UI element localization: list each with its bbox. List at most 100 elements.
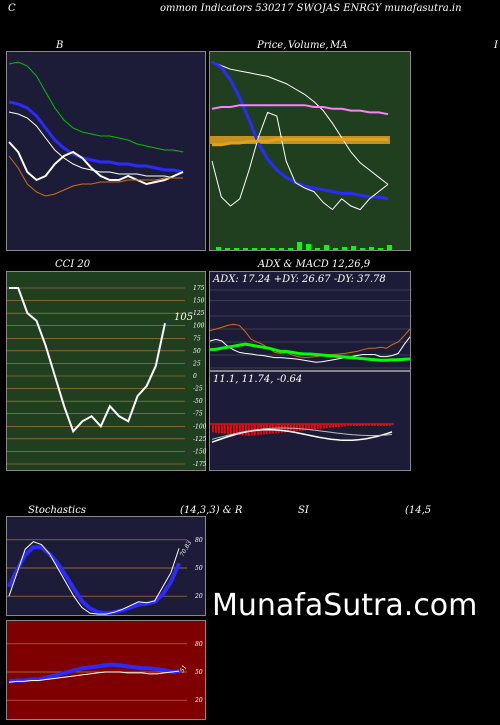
macd-histogram-bar	[332, 424, 334, 428]
macd-histogram-bar	[329, 424, 331, 428]
price-ma-line	[211, 60, 389, 201]
cci-tick-label: 75	[193, 335, 201, 342]
price-mid-ma-line	[212, 137, 388, 147]
macd-histogram-bar	[335, 424, 337, 428]
rsi-tick-label: 80	[195, 641, 203, 648]
cci-tick-label: -150	[193, 448, 207, 455]
rsi-value-label: 51	[179, 664, 189, 674]
volume-bar	[261, 248, 266, 250]
volume-bar	[324, 245, 329, 250]
header-letter: C	[8, 3, 16, 14]
bollinger-panel	[6, 51, 206, 251]
macd-histogram-bar	[212, 424, 214, 433]
volume-bar	[234, 248, 239, 250]
bollinger-chart	[8, 61, 184, 197]
stochastics-chart: 80 50 20 70.83	[7, 537, 203, 616]
stochastics-panel: 80 50 20 70.83	[6, 516, 206, 616]
adx-readout: ADX: 17.24 +DY: 26.67 -DY: 37.78	[213, 274, 386, 285]
macd-histogram-bar	[359, 424, 361, 426]
price-upper-ma-line	[211, 61, 389, 185]
cci-tick-label: 0	[193, 373, 197, 380]
volume-bar	[270, 248, 275, 250]
macd-histogram-bar	[245, 424, 247, 436]
cci-line	[9, 287, 166, 434]
macd-histogram-bar	[323, 424, 325, 429]
cci-tick-label: 100	[193, 323, 205, 330]
adx-plus-dy-line	[210, 336, 411, 363]
volume-bar	[216, 247, 221, 250]
volume-title: Volume,	[288, 40, 329, 51]
cci-tick-label: -25	[193, 386, 203, 393]
macd-histogram-bar	[248, 424, 250, 436]
rsi-panel: 80 50 20 51	[6, 620, 206, 720]
price-title: Price,	[257, 40, 287, 51]
macd-histogram-bar	[221, 424, 223, 434]
macd-histogram-bar	[269, 424, 271, 434]
macd-histogram-bar	[227, 424, 229, 434]
macd-histogram-bar	[293, 424, 295, 432]
macd-histogram-bar	[326, 424, 328, 429]
watermark: MunafaSutra.com	[212, 588, 478, 623]
stochastics-tick-label: 80	[195, 537, 203, 544]
macd-histogram-bar	[311, 424, 313, 430]
volume-bar	[225, 248, 230, 250]
adx-minus-dy-line	[210, 323, 411, 359]
adx-line	[210, 342, 411, 362]
adx-panel	[209, 271, 412, 371]
adx-chart	[210, 289, 412, 369]
volume-bar	[342, 247, 347, 250]
volume-bar	[360, 248, 365, 250]
volume-bar	[243, 248, 248, 250]
macd-histogram-bar	[272, 424, 274, 434]
rsi-tick-label: 50	[195, 669, 203, 676]
bollinger-lower-line	[8, 155, 183, 197]
bollinger-upper-line	[8, 61, 184, 153]
volume-bar	[252, 248, 257, 250]
ma-title: MA	[330, 40, 348, 51]
cci-tick-label: -50	[193, 398, 203, 405]
macd-chart	[210, 423, 394, 443]
macd-histogram-bar	[374, 424, 376, 426]
stochastics-tick-label: 50	[195, 565, 203, 572]
volume-bar	[315, 248, 320, 250]
macd-histogram-bar	[239, 424, 241, 436]
cci-tick-label: 150	[193, 298, 205, 305]
cci-tick-label: 25	[192, 360, 201, 367]
stochastics-params: (14,3,3) & R	[180, 505, 243, 516]
cci-title: CCI 20	[55, 259, 91, 270]
cci-tick-label: 175	[193, 285, 205, 292]
cci-tick-label: -175	[193, 461, 207, 468]
macd-histogram-bar	[383, 424, 385, 426]
price-close-line	[211, 111, 389, 211]
macd-histogram-bar	[215, 424, 217, 433]
macd-histogram-bar	[230, 424, 232, 435]
macd-histogram-bar	[320, 424, 322, 429]
cci-tick-label: 50	[193, 348, 201, 355]
price-panel	[209, 51, 411, 251]
cci-tick-label: -125	[193, 436, 207, 443]
rsi-tick-label: 20	[194, 697, 203, 704]
macd-histogram-bar	[347, 424, 349, 427]
cci-tick-label: 125	[193, 310, 205, 317]
macd-histogram-bar	[299, 424, 301, 431]
stochastics-value-label: 70.83	[179, 539, 194, 558]
stochastics-k-line	[8, 541, 180, 615]
cci-tick-label: -75	[193, 411, 203, 418]
macd-histogram-bar	[308, 424, 310, 430]
cci-panel: 175 150 125 100 75 50 25 0 -25 -50 -75 -100 -125 -150…	[6, 271, 207, 471]
price-chart	[210, 60, 392, 250]
macd-histogram-bar	[386, 424, 388, 426]
cci-chart: 175 150 125 100 75 50 25 0 -25 -50 -75 -100 -125 -150…	[7, 285, 207, 468]
macd-histogram-bar	[341, 424, 343, 427]
macd-histogram-bar	[338, 424, 340, 427]
bollinger-title: B	[56, 40, 64, 51]
volume-bar	[333, 248, 338, 250]
rsi-params: (14,5	[405, 505, 432, 516]
macd-histogram-bar	[317, 424, 319, 430]
header-right-letter: I	[494, 40, 498, 51]
bollinger-ma-line	[8, 100, 184, 174]
macd-histogram-bar	[302, 424, 304, 431]
macd-histogram-bar	[233, 424, 235, 435]
macd-histogram-bar	[377, 424, 379, 426]
macd-histogram-bar	[389, 424, 391, 426]
